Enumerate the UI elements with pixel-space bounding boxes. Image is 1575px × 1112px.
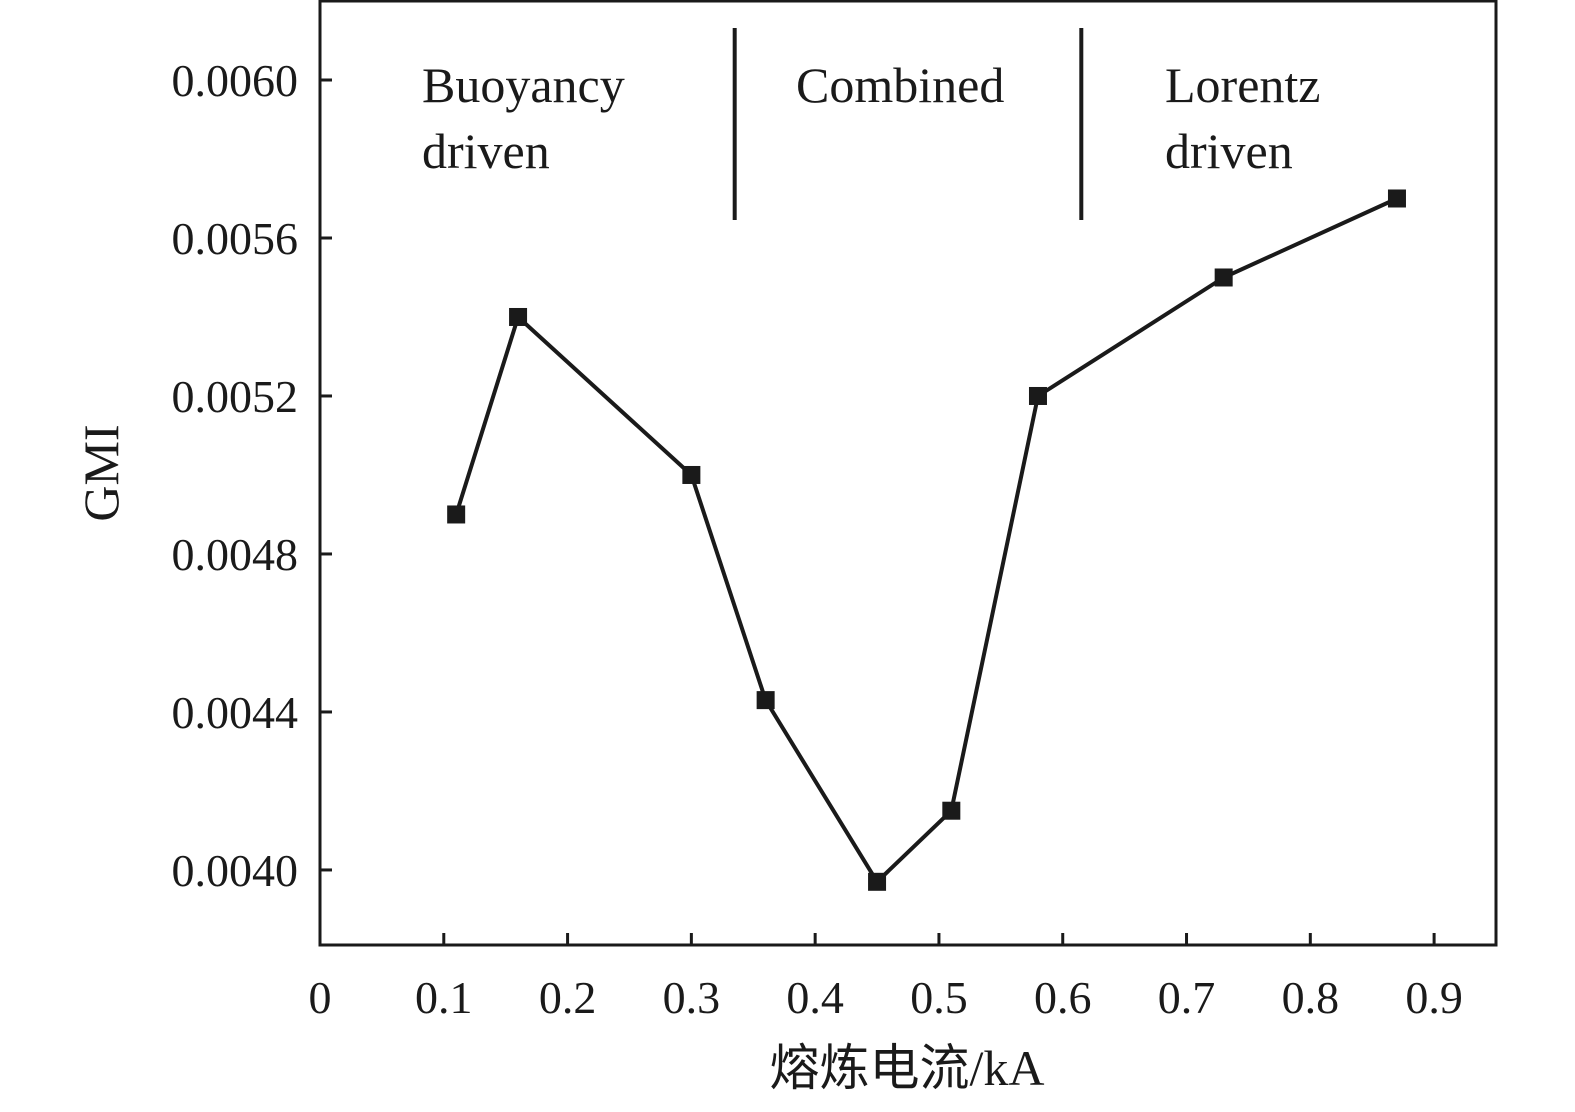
data-point-marker: [756, 691, 775, 710]
data-point-marker: [1028, 386, 1047, 405]
data-point-marker: [447, 505, 466, 524]
x-tick-label: 0.5: [910, 972, 968, 1023]
data-point-marker: [1214, 268, 1233, 287]
y-tick-label: 0.0048: [172, 529, 299, 580]
y-tick-label: 0.0052: [172, 371, 299, 422]
x-tick-label: 0.2: [539, 972, 597, 1023]
data-point-marker: [1387, 189, 1406, 208]
regime-annotations: Buoyancy driven Combined Lorentz driven: [422, 28, 1320, 220]
regime-label: driven: [422, 123, 550, 179]
plot-area-frame: [318, 0, 1498, 947]
x-tick-label: 0: [309, 972, 332, 1023]
regime-label: driven: [1165, 123, 1293, 179]
x-tick-label: 0.1: [415, 972, 473, 1023]
data-point-marker: [868, 872, 887, 891]
axis-ticks: 0 0.1 0.2 0.3 0.4 0.5 0.6 0.7 0.8 0.9 0.0040 0.0044…: [172, 55, 1463, 1023]
x-tick-label: 0.6: [1034, 972, 1092, 1023]
data-point-marker: [682, 465, 701, 484]
y-axis-title: GMI: [73, 424, 129, 521]
y-tick-label: 0.0044: [172, 687, 299, 738]
x-axis-title: 熔炼电流/kA: [770, 1040, 1045, 1096]
data-series: [447, 189, 1406, 891]
regime-label: Lorentz: [1165, 57, 1320, 113]
data-point-marker: [509, 307, 528, 326]
regime-label: Buoyancy: [422, 57, 625, 113]
y-tick-label: 0.0040: [172, 845, 299, 896]
y-tick-label: 0.0056: [172, 213, 299, 264]
data-point-marker: [942, 801, 961, 820]
x-tick-label: 0.4: [786, 972, 844, 1023]
y-tick-label: 0.0060: [172, 55, 299, 106]
x-tick-label: 0.9: [1405, 972, 1463, 1023]
regime-label: Combined: [796, 57, 1004, 113]
x-tick-label: 0.3: [663, 972, 721, 1023]
x-tick-label: 0.7: [1158, 972, 1216, 1023]
x-tick-label: 0.8: [1282, 972, 1340, 1023]
